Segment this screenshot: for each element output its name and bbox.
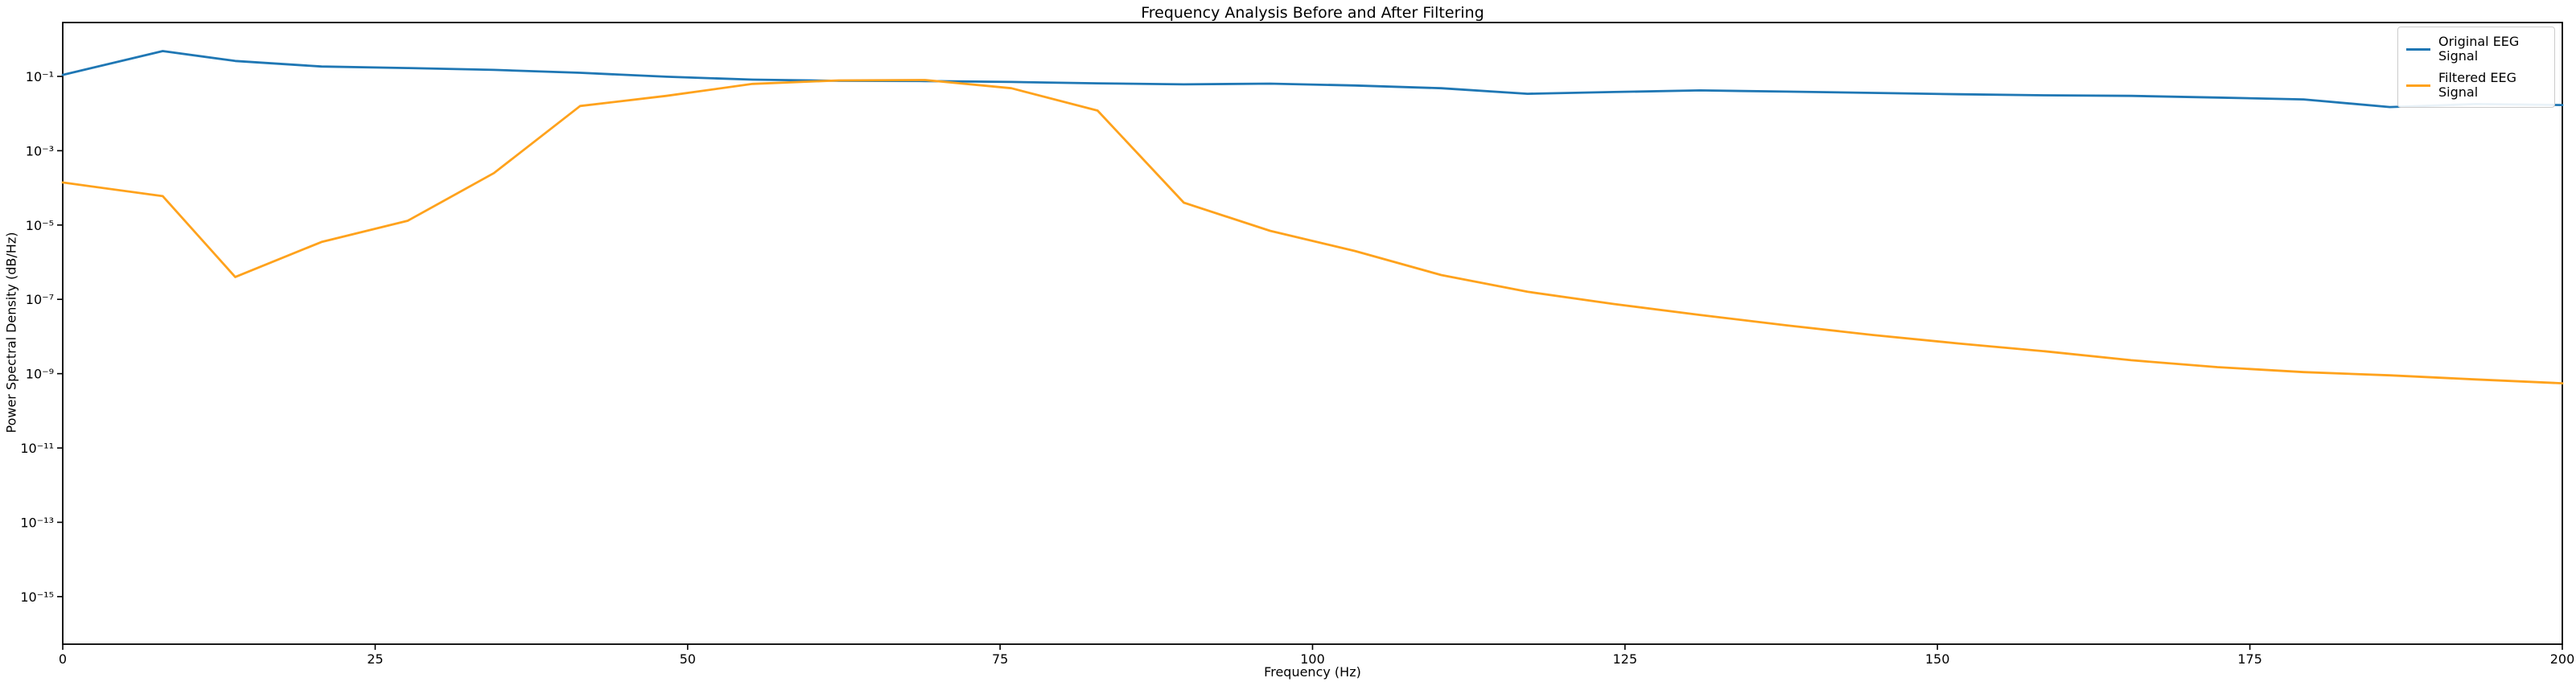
legend-label-original: Original EEG Signal [2438, 34, 2520, 64]
y-axis-label: Power Spectral Density (dB/Hz) [3, 232, 19, 433]
y-tick-label: 10⁻⁵ [26, 218, 54, 233]
y-tick-label: 10⁻¹¹ [20, 441, 54, 456]
x-tick-label: 125 [1613, 651, 1638, 667]
x-tick-label: 150 [1925, 651, 1950, 667]
filtered-series-swatch-icon [2406, 84, 2430, 87]
y-tick-label: 10⁻⁷ [26, 292, 54, 307]
x-axis-label: Frequency (Hz) [1264, 664, 1361, 680]
legend-label-filtered: Filtered EEG Signal [2438, 70, 2516, 100]
axes-spines [62, 22, 2563, 645]
x-tick-label: 50 [680, 651, 696, 667]
x-tick-label: 200 [2550, 651, 2575, 667]
original-series-swatch-icon [2406, 47, 2430, 51]
legend: Original EEG Signal Filtered EEG Signal [2397, 27, 2555, 108]
legend-item-filtered: Filtered EEG Signal [2406, 71, 2546, 100]
legend-item-original: Original EEG Signal [2406, 35, 2546, 64]
chart-title: Frequency Analysis Before and After Filt… [1141, 4, 1484, 22]
x-tick-label: 25 [367, 651, 383, 667]
x-tick-label: 100 [1300, 651, 1325, 667]
x-tick-label: 175 [2237, 651, 2262, 667]
y-tick-label: 10⁻¹ [26, 69, 54, 84]
y-tick-label: 10⁻¹³ [20, 515, 54, 530]
original-series-line [61, 50, 2564, 109]
x-tick-label: 0 [59, 651, 67, 667]
y-tick-label: 10⁻⁹ [26, 367, 54, 382]
y-tick-label: 10⁻¹⁵ [20, 589, 54, 605]
y-tick-label: 10⁻³ [26, 143, 54, 158]
filtered-series-line [61, 79, 2564, 384]
x-tick-label: 75 [992, 651, 1008, 667]
